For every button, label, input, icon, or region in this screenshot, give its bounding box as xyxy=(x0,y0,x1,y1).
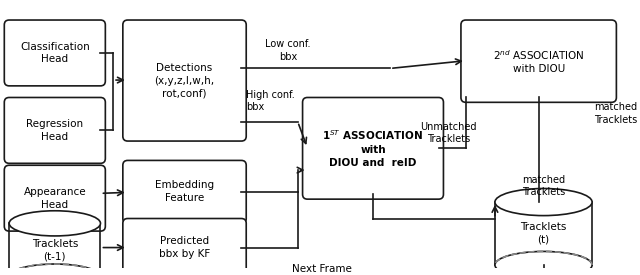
FancyBboxPatch shape xyxy=(123,160,246,223)
Text: 2$^{nd}$ ASSOCIATION
with DIOU: 2$^{nd}$ ASSOCIATION with DIOU xyxy=(493,48,584,75)
Text: 1$^{ST}$ ASSOCIATION
with
DIOU and  reID: 1$^{ST}$ ASSOCIATION with DIOU and reID xyxy=(323,129,424,168)
Text: High conf.
bbx: High conf. bbx xyxy=(246,90,295,112)
FancyBboxPatch shape xyxy=(123,20,246,141)
Text: Regression
Head: Regression Head xyxy=(26,119,83,142)
Ellipse shape xyxy=(9,264,100,275)
Text: Tracklets
(t): Tracklets (t) xyxy=(520,222,566,245)
FancyBboxPatch shape xyxy=(4,97,106,163)
FancyBboxPatch shape xyxy=(123,219,246,275)
Ellipse shape xyxy=(495,188,592,216)
Text: Detections
(x,y,z,l,w,h,
rot,conf): Detections (x,y,z,l,w,h, rot,conf) xyxy=(154,63,214,98)
Text: Classification
Head: Classification Head xyxy=(20,42,90,64)
Ellipse shape xyxy=(9,211,100,236)
FancyBboxPatch shape xyxy=(461,20,616,102)
Text: Unmatched
Tracklets: Unmatched Tracklets xyxy=(420,122,477,144)
FancyBboxPatch shape xyxy=(303,97,444,199)
Text: Appearance
Head: Appearance Head xyxy=(24,187,86,210)
Text: Next Frame: Next Frame xyxy=(292,264,352,274)
FancyBboxPatch shape xyxy=(4,20,106,86)
FancyBboxPatch shape xyxy=(4,165,106,231)
Ellipse shape xyxy=(495,251,592,275)
Text: Low conf.
bbx: Low conf. bbx xyxy=(265,39,311,62)
Text: matched
Tracklets: matched Tracklets xyxy=(522,175,565,197)
Text: Predicted
bbx by KF: Predicted bbx by KF xyxy=(159,236,210,259)
Text: Embedding
Feature: Embedding Feature xyxy=(155,180,214,203)
Text: Tracklets
(t-1): Tracklets (t-1) xyxy=(31,239,78,261)
Text: matched
Tracklets: matched Tracklets xyxy=(594,102,637,125)
